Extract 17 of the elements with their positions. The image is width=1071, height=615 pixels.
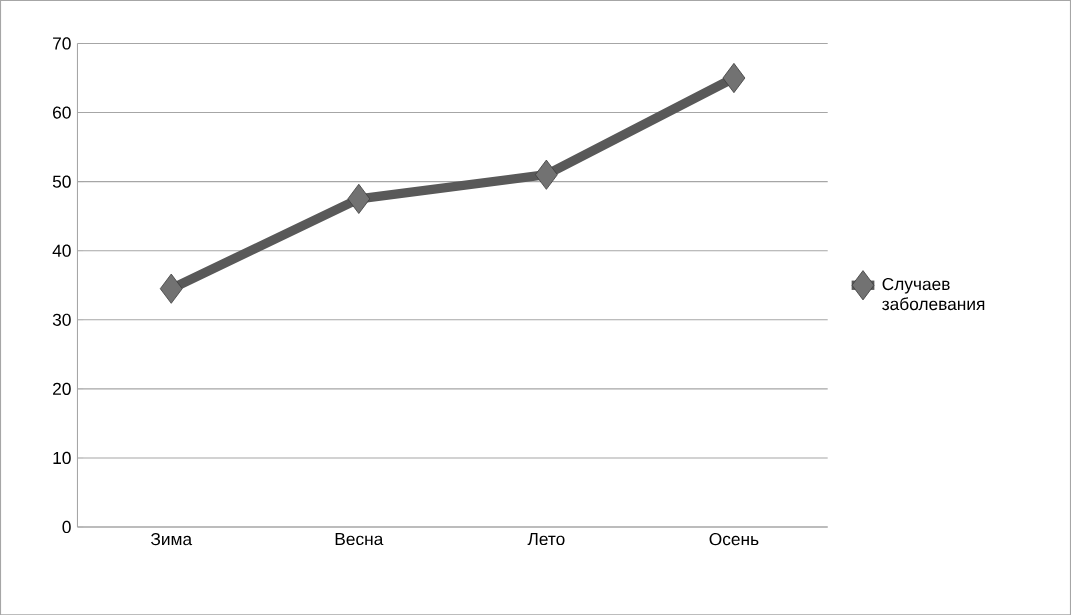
point [159,273,183,304]
point [347,183,371,214]
y-tick-label: 50 [52,175,71,188]
x-tick-label: Весна [335,532,384,545]
x-tick-label: Зима [150,532,193,546]
x-tick-label: Лето [527,532,565,545]
y-tick-label: 40 [52,244,71,257]
y-tick-label: 30 [52,313,71,326]
point [722,62,746,93]
point [534,159,558,190]
x-tick-label: Осень [709,532,759,546]
y-tick-label: 70 [53,37,71,50]
y-tick-label: 10 [53,451,71,464]
legend-label: Случаев заболевания [882,277,985,310]
y-tick-label: 0 [62,520,71,533]
y-tick-label: 20 [53,382,71,395]
y-tick-label: 60 [53,106,71,119]
